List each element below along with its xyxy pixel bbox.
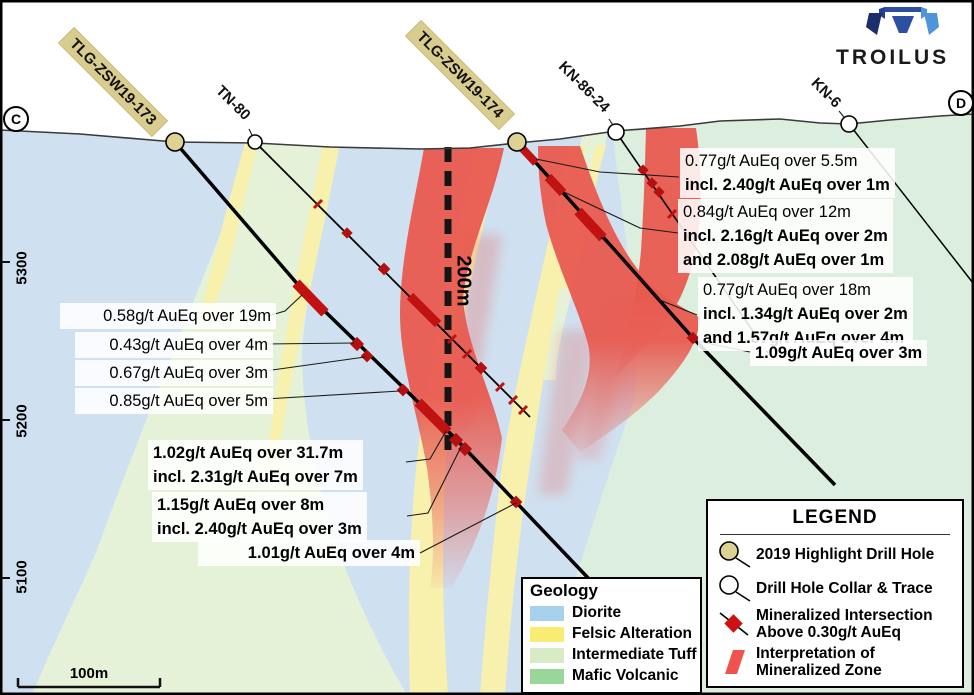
scale-bar-label: 100m — [69, 665, 109, 682]
legend-divider — [720, 534, 950, 535]
annotation-1.15-over-8m: 1.15g/t AuEq over 8m incl. 2.40g/t AuEq … — [152, 492, 367, 542]
drill-hole-collars — [165, 115, 858, 152]
legend-item-mineralized-intersection: Mineralized Intersection Above 0.30g/t A… — [714, 607, 956, 641]
legend-item-collar-trace: Drill Hole Collar & Trace — [714, 573, 956, 603]
elevation-label-5200: 5200 — [13, 404, 31, 438]
diorite-swatch — [530, 605, 564, 621]
mineralized-zone-icon — [714, 645, 756, 679]
section-marker-c: C — [3, 106, 29, 132]
geology-row-diorite: Diorite — [530, 604, 700, 622]
mineralized-intersection-icon — [714, 607, 756, 641]
annotation-0.77-over-18m: 0.77g/t AuEq over 18m incl. 1.34g/t AuEq… — [698, 277, 913, 351]
intersections-tn-80 — [312, 198, 529, 416]
highlight-collar-icon — [714, 539, 756, 569]
troilus-logo-icon — [866, 7, 939, 35]
geology-legend-title: Geology — [530, 581, 599, 600]
geology-legend: Geology Diorite Felsic Alteration Interm… — [521, 577, 702, 694]
annotation-1.01-over-4m: 1.01g/t AuEq over 4m — [198, 540, 420, 566]
intersections-tlg-zsw19-173 — [292, 279, 452, 436]
annotation-0.77-over-5.5m: 0.77g/t AuEq over 5.5m incl. 2.40g/t AuE… — [680, 148, 895, 198]
scale-bar — [16, 678, 162, 689]
geology-row-tuff: Intermediate Tuff — [530, 646, 700, 664]
troilus-logo-text: TROILUS — [836, 46, 950, 69]
geology-row-felsic: Felsic Alteration — [530, 625, 700, 643]
annotation-0.84-over-12m: 0.84g/t AuEq over 12m incl. 2.16g/t AuEq… — [678, 199, 893, 273]
legend-item-mineralized-zone: Interpretation of Mineralized Zone — [714, 645, 956, 679]
mineralized-intersections — [292, 144, 700, 509]
felsic-swatch — [530, 626, 564, 642]
annotation-1.02-over-31.7m: 1.02g/t AuEq over 31.7m incl. 2.31g/t Au… — [148, 440, 363, 490]
trace-tlg-zsw19-173 — [173, 140, 592, 582]
annotation-0.85-over-5m: 0.85g/t AuEq over 5m — [75, 388, 273, 414]
annotation-0.58-over-19m: 0.58g/t AuEq over 19m — [60, 303, 276, 329]
legend-item-highlight-hole: 2019 Highlight Drill Hole — [714, 539, 956, 569]
intersection-diamonds-173 — [349, 336, 523, 509]
elevation-label-5100: 5100 — [13, 560, 31, 594]
geology-row-mafic: Mafic Volcanic — [530, 667, 700, 685]
collar-tlg-zsw19-174 — [507, 132, 527, 152]
annotation-1.09-over-3m: 1.09g/t AuEq over 3m — [750, 340, 928, 366]
legend-title: LEGEND — [792, 507, 878, 528]
mineralized-zone-interpretation — [399, 128, 701, 588]
collar-tn-80 — [247, 134, 263, 150]
intersections-tlg-zsw19-174 — [518, 144, 700, 345]
collar-kn-6 — [840, 115, 858, 133]
mafic-swatch — [530, 668, 564, 684]
collar-tlg-zsw19-173 — [165, 132, 185, 152]
annotation-0.67-over-3m: 0.67g/t AuEq over 3m — [75, 360, 273, 386]
intersections-kn-86-24 — [637, 164, 678, 220]
collar-kn-86-24 — [607, 123, 625, 141]
section-marker-d: D — [948, 90, 974, 116]
collar-trace-icon — [714, 573, 756, 603]
annotation-0.43-over-4m: 0.43g/t AuEq over 4m — [75, 332, 273, 358]
legend: LEGEND 2019 Highlight Drill Hole Drill H… — [706, 499, 964, 688]
tuff-swatch — [530, 647, 564, 663]
depth-ruler-label: 200m — [452, 255, 475, 307]
elevation-label-5300: 5300 — [13, 251, 31, 285]
